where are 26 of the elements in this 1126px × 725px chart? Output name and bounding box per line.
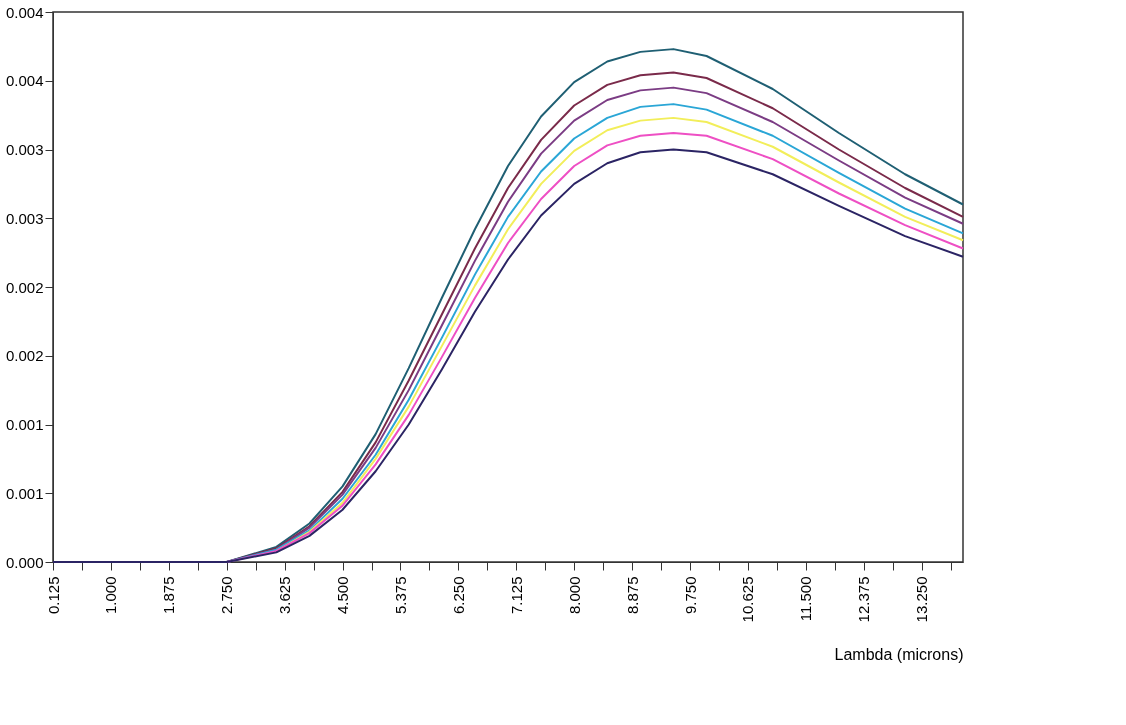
x-tick-label: 8.000: [565, 576, 583, 615]
x-tick-label: 13.250: [913, 576, 931, 623]
x-tick-label: 12.375: [855, 576, 873, 623]
x-tick-label: 4.500: [334, 576, 352, 615]
x-tick-label: 9.750: [681, 576, 699, 615]
x-tick-label: 8.875: [623, 576, 641, 615]
y-tick-label: 0.003: [5, 209, 44, 227]
x-axis-title: Lambda (microns): [834, 646, 964, 664]
y-tick-label: 0.004: [5, 3, 44, 21]
x-tick-label: 10.625: [739, 576, 757, 623]
x-tick-label: 3.625: [276, 576, 294, 615]
x-tick-label: 1.875: [160, 576, 178, 615]
x-tick-label: 1.000: [102, 576, 120, 615]
y-tick-label: 0.003: [5, 141, 44, 158]
x-tick-label: 5.375: [391, 576, 409, 615]
y-tick-label: 0.001: [5, 416, 44, 433]
x-tick-label: 0.125: [44, 576, 62, 615]
y-tick-label: 0.002: [5, 278, 44, 296]
y-tick-label: 0.001: [5, 484, 44, 502]
x-tick-label: 11.500: [797, 576, 815, 622]
x-tick-label: 2.750: [218, 576, 236, 615]
x-tick-label: 6.250: [449, 576, 467, 615]
y-tick-label: 0.000: [5, 553, 44, 571]
x-tick-label: 7.125: [507, 576, 525, 615]
y-tick-label: 0.002: [5, 347, 44, 365]
y-tick-label: 0.004: [5, 72, 44, 90]
